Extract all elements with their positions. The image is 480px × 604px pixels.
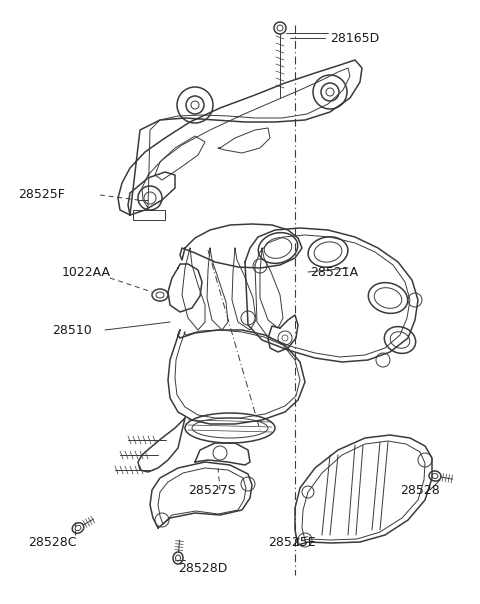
Text: 28165D: 28165D: [330, 31, 379, 45]
Text: 28525E: 28525E: [268, 536, 316, 550]
Text: 28525F: 28525F: [18, 188, 65, 202]
Text: 28528: 28528: [400, 483, 440, 496]
Text: 28521A: 28521A: [310, 266, 358, 278]
Text: 28528D: 28528D: [178, 562, 228, 574]
Text: 28528C: 28528C: [28, 536, 76, 550]
Text: 28510: 28510: [52, 324, 92, 336]
Text: 1022AA: 1022AA: [62, 266, 111, 278]
Text: 28527S: 28527S: [188, 483, 236, 496]
